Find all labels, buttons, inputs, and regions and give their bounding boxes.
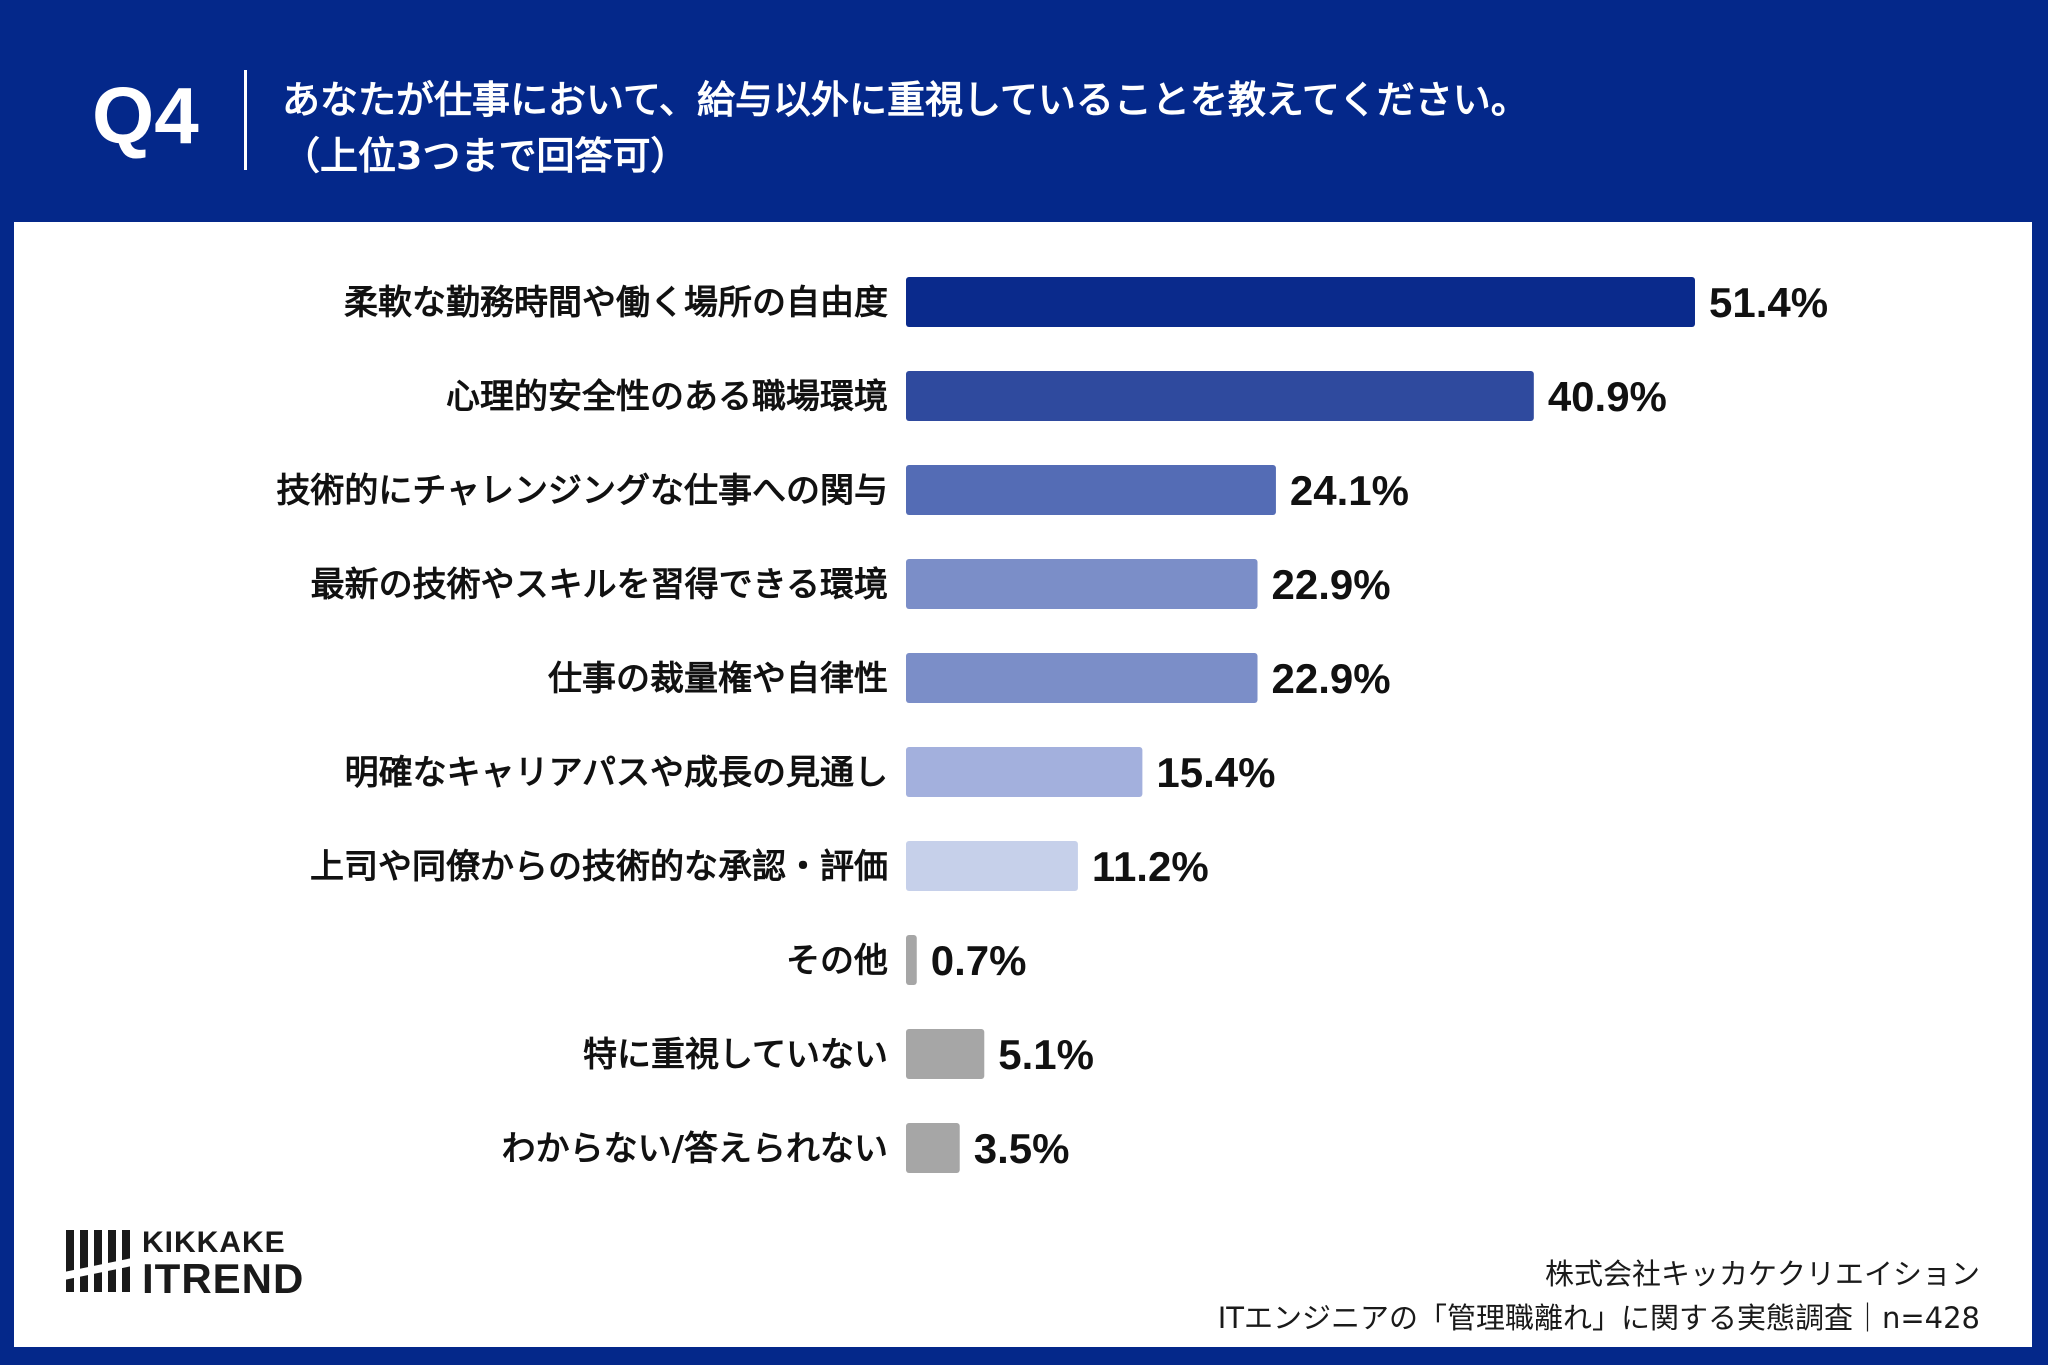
question-line-2: （上位3つまで回答可） [282,134,689,178]
category-label: 上司や同僚からの技術的な承認・評価 [310,847,888,887]
source-note: 株式会社キッカケクリエイション ITエンジニアの「管理職離れ」に関する実態調査｜… [1218,1252,1980,1340]
kikkake-itrend-logo: KIKKAKE ITREND [64,1226,324,1302]
category-label: 技術的にチャレンジングな仕事への関与 [276,471,888,511]
source-survey: ITエンジニアの「管理職離れ」に関する実態調査｜n=428 [1217,1301,1980,1335]
value-label: 11.2% [1092,843,1209,890]
value-label: 5.1% [998,1031,1094,1078]
category-label: 仕事の裁量権や自律性 [548,659,888,699]
logo-text-itrend: ITREND [142,1255,305,1302]
bar [906,747,1143,797]
value-label: 22.9% [1272,655,1391,702]
bar [906,277,1695,327]
header-banner: Q4 あなたが仕事において、給与以外に重視していることを教えてください。 （上位… [0,0,2048,220]
source-company: 株式会社キッカケクリエイション [1544,1257,1980,1291]
logo-mark-icon [64,1230,132,1292]
category-label: 柔軟な勤務時間や働く場所の自由度 [344,283,888,323]
bar [906,559,1258,609]
value-label: 0.7% [931,937,1027,984]
category-label: わからない/答えられない [502,1129,888,1169]
bar [906,1029,985,1079]
question-line-1: あなたが仕事において、給与以外に重視していることを教えてください。 [282,78,1529,122]
value-label: 22.9% [1272,561,1391,608]
bar [906,371,1534,421]
category-label: 最新の技術やスキルを習得できる環境 [311,565,888,605]
value-label: 24.1% [1290,467,1409,514]
bar [906,465,1276,515]
question-text: あなたが仕事において、給与以外に重視していることを教えてください。 （上位3つま… [282,72,1529,184]
header-divider [244,70,247,170]
value-label: 40.9% [1548,373,1667,420]
bar [906,841,1078,891]
value-label: 51.4% [1709,279,1828,326]
category-label: その他 [786,941,888,981]
bar [906,653,1258,703]
category-label: 心理的安全性のある職場環境 [446,377,888,417]
category-label: 明確なキャリアパスや成長の見通し [345,753,888,793]
question-number: Q4 [92,71,199,160]
bar [906,935,917,985]
bar [906,1123,960,1173]
logo-text-kikkake: KIKKAKE [142,1226,286,1259]
category-label: 特に重視していない [583,1035,888,1075]
value-label: 3.5% [974,1125,1070,1172]
value-label: 15.4% [1156,749,1275,796]
